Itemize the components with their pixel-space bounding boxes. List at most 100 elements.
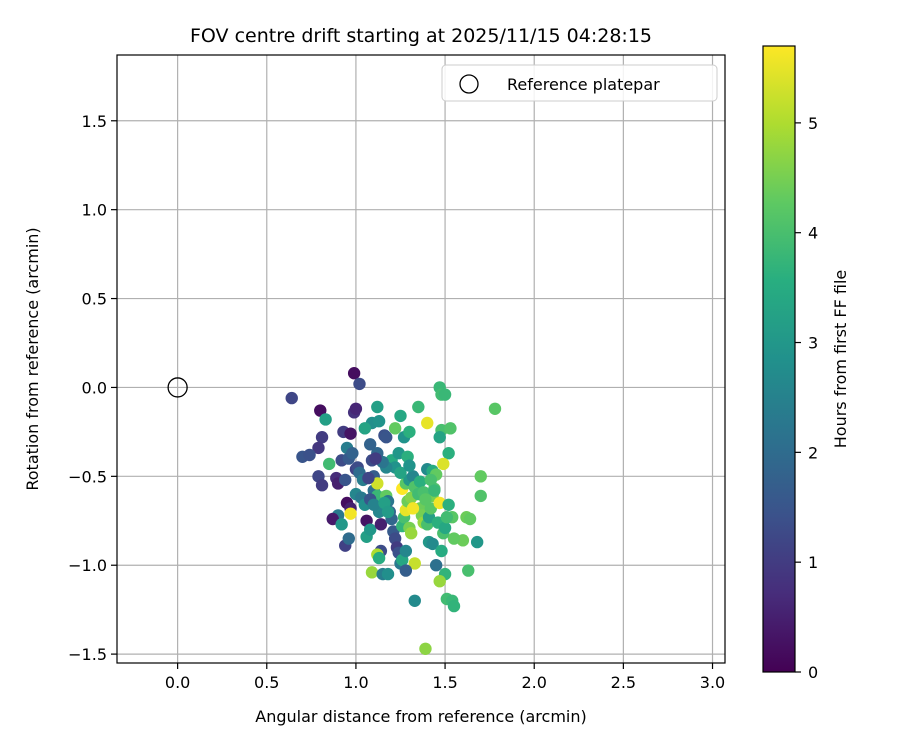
x-tick-label: 2.5	[611, 673, 636, 692]
x-tick-label: 0.5	[254, 673, 279, 692]
y-tick-label: 0.0	[82, 378, 107, 397]
x-tick-label: 3.0	[700, 673, 725, 692]
data-point	[365, 566, 379, 579]
data-point	[408, 594, 421, 607]
data-point	[447, 532, 461, 545]
data-point	[442, 447, 455, 460]
data-point	[404, 527, 418, 540]
data-point	[322, 457, 336, 471]
y-tick-label: −0.5	[68, 467, 107, 486]
data-point	[388, 422, 402, 435]
data-point	[314, 404, 327, 417]
data-point	[394, 466, 407, 479]
y-tick-label: 1.0	[82, 201, 107, 220]
data-point	[344, 427, 357, 440]
data-point	[353, 377, 366, 391]
colorbar-gradient	[762, 45, 796, 673]
data-point	[319, 413, 332, 426]
data-point	[399, 564, 413, 577]
data-point	[326, 512, 339, 526]
data-point	[413, 475, 427, 488]
data-point	[426, 537, 439, 551]
data-point	[433, 431, 446, 444]
y-tick-label: 1.5	[82, 112, 107, 131]
data-point	[371, 400, 384, 414]
data-point	[488, 402, 502, 415]
data-point	[312, 441, 325, 455]
x-tick-label: 1.5	[432, 673, 457, 692]
data-point	[419, 493, 432, 506]
data-points	[285, 367, 502, 655]
data-point	[315, 479, 329, 492]
data-point	[412, 400, 425, 414]
colorbar-ticks: 0 1 2 3 4 5	[795, 114, 818, 682]
data-point	[447, 599, 461, 613]
y-tick-label: 0.5	[82, 290, 107, 309]
colorbar-tick-label: 4	[808, 224, 818, 243]
y-tick-label: −1.5	[68, 645, 107, 664]
data-point	[438, 521, 452, 535]
data-point	[474, 489, 487, 503]
data-point	[315, 431, 329, 444]
data-point	[419, 642, 432, 655]
data-point	[394, 409, 407, 423]
x-axis-ticks: 0.0 0.5 1.0 1.5 2.0 2.5 3.0	[165, 663, 725, 692]
chart-title: FOV centre drift starting at 2025/11/15 …	[190, 25, 652, 47]
data-point	[369, 452, 382, 465]
data-point	[381, 567, 395, 581]
colorbar: 0 1 2 3 4 5 Hours from first FF file	[762, 45, 850, 682]
reference-point-layer	[167, 377, 188, 398]
y-axis-label: Rotation from reference (arcmin)	[23, 227, 42, 490]
reference-platepar-marker	[167, 377, 188, 398]
colorbar-tick-label: 2	[808, 443, 818, 462]
data-point	[285, 391, 298, 405]
colorbar-tick-label: 3	[808, 334, 818, 353]
x-axis-label: Angular distance from reference (arcmin)	[255, 707, 586, 726]
colorbar-tick-label: 5	[808, 114, 818, 133]
data-point	[363, 523, 377, 536]
data-point	[380, 431, 393, 444]
x-tick-label: 1.0	[343, 673, 368, 692]
data-point	[474, 470, 487, 483]
data-point	[374, 518, 388, 531]
data-point	[444, 422, 457, 435]
data-point	[346, 447, 359, 460]
data-point	[406, 502, 420, 515]
x-tick-label: 2.0	[521, 673, 546, 692]
data-point	[421, 416, 434, 430]
data-point	[442, 498, 455, 511]
data-point	[462, 564, 475, 577]
data-point	[399, 544, 413, 558]
data-point	[349, 402, 363, 415]
data-point	[424, 502, 438, 515]
legend-marker-reference	[459, 74, 479, 94]
data-point	[344, 507, 357, 520]
data-point	[339, 473, 352, 487]
data-point	[363, 438, 377, 451]
data-point	[335, 518, 348, 531]
data-point	[428, 484, 441, 497]
data-point	[403, 425, 416, 439]
data-point	[403, 459, 416, 472]
data-point	[408, 557, 421, 570]
data-point	[371, 477, 384, 490]
data-point	[372, 415, 386, 428]
colorbar-tick-label: 1	[808, 553, 818, 572]
data-point	[381, 505, 395, 519]
colorbar-tick-label: 0	[808, 663, 818, 682]
legend: Reference platepar	[441, 64, 718, 102]
y-tick-label: −1.0	[68, 556, 107, 575]
data-point	[347, 367, 361, 380]
data-point	[358, 422, 372, 435]
data-point	[435, 544, 448, 558]
colorbar-label: Hours from first FF file	[831, 270, 850, 449]
data-point	[424, 473, 438, 487]
legend-box	[441, 64, 718, 102]
y-axis-ticks: −1.5 −1.0 −0.5 0.0 0.5 1.0 1.5	[68, 112, 117, 664]
plot-frame	[116, 54, 726, 664]
data-point	[470, 535, 484, 549]
data-point	[367, 498, 380, 511]
legend-entry-reference: Reference platepar	[507, 75, 660, 94]
